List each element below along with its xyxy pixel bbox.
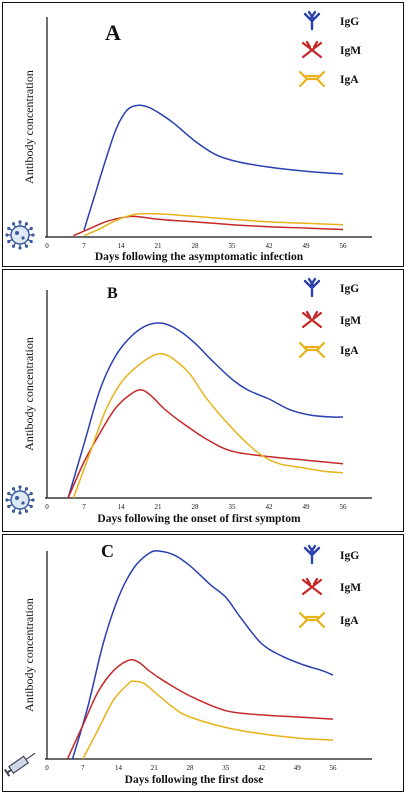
x-tick-label: 21: [151, 764, 159, 772]
x-tick-label: 28: [192, 242, 200, 250]
legend: IgG IgM IgA: [298, 544, 361, 629]
x-tick-label: 14: [118, 242, 126, 250]
panel-a: A Antibody concentration 0 7 14 21 28 35 42 49 56 D…: [2, 2, 404, 267]
iga-antibody-icon: [298, 341, 326, 359]
panel-letter: B: [107, 285, 118, 302]
x-tick-label: 14: [118, 503, 126, 511]
x-axis-label: Days following the onset of first sympto…: [97, 513, 301, 525]
legend-label: IgM: [340, 45, 361, 57]
legend-item-igm: IgM: [301, 40, 361, 59]
legend-item-igm: IgM: [301, 310, 361, 329]
x-tick-label: 49: [303, 242, 311, 250]
x-tick-label: 56: [340, 503, 348, 511]
x-tick-label: 14: [115, 764, 123, 772]
series-line-iga: [82, 680, 334, 760]
x-axis-label: Days following the first dose: [125, 774, 264, 786]
x-tick-label: 42: [266, 503, 274, 511]
x-tick-label: 49: [294, 764, 302, 772]
series-line-igg: [71, 550, 334, 760]
x-tick-label: 0: [45, 764, 49, 772]
series-line-iga: [83, 212, 344, 237]
iga-antibody-icon: [298, 611, 326, 629]
x-tick-label: 21: [155, 242, 163, 250]
legend-label: IgA: [340, 74, 359, 86]
panel-c: C Antibody concentration 0 7 14 21 28 35 42 49 56 D…: [2, 534, 404, 792]
x-tick-label: 35: [222, 764, 230, 772]
x-tick-label: 28: [192, 503, 200, 511]
series-line-iga: [72, 352, 344, 499]
syringe-icon: [3, 752, 36, 777]
panel-b: B Antibody concentration 0 7 14 21 28 35 42 49 56 D…: [2, 269, 404, 532]
igm-antibody-icon: [301, 577, 323, 596]
igm-antibody-icon: [301, 310, 323, 329]
legend-item-iga: IgA: [298, 70, 359, 88]
x-tick-label: 42: [258, 764, 266, 772]
igg-antibody-icon: [303, 10, 321, 31]
x-tick-label: 28: [187, 764, 195, 772]
igg-antibody-icon: [303, 544, 321, 565]
virus-icon: [5, 485, 35, 515]
y-axis-label: Antibody concentration: [22, 337, 36, 451]
legend-label: IgM: [340, 582, 361, 594]
legend-item-igg: IgG: [303, 10, 359, 31]
x-tick-label: 7: [82, 242, 86, 250]
x-tick-label: 7: [82, 503, 86, 511]
y-axis-label: Antibody concentration: [22, 70, 36, 184]
series-line-igm: [73, 215, 344, 237]
x-tick-label: 35: [229, 242, 237, 250]
chart-svg: B Antibody concentration 0 7 14 21 28 35 42 49 56 D…: [5, 277, 372, 525]
legend: IgG IgM IgA: [298, 277, 361, 359]
legend-item-igm: IgM: [301, 577, 361, 596]
y-axis-label: Antibody concentration: [22, 598, 36, 712]
x-tick-label: 42: [266, 242, 274, 250]
x-axis-label: Days following the asymptomatic infectio…: [95, 251, 304, 263]
legend-item-iga: IgA: [298, 341, 359, 359]
series-line-igg: [67, 322, 344, 499]
chart-svg: C Antibody concentration 0 7 14 21 28 35 42 49 56 D…: [3, 541, 372, 786]
legend-label: IgG: [340, 16, 359, 28]
legend: IgG IgM IgA: [298, 10, 361, 88]
legend-label: IgA: [340, 345, 359, 357]
legend-label: IgA: [340, 615, 359, 627]
x-tick-label: 49: [303, 503, 311, 511]
virus-icon: [5, 220, 35, 250]
legend-label: IgG: [340, 283, 359, 295]
series-line-igm: [66, 659, 334, 760]
series-line-igm: [67, 389, 344, 499]
iga-antibody-icon: [298, 70, 326, 88]
panel-letter: A: [105, 20, 121, 45]
legend-item-igg: IgG: [303, 544, 359, 565]
legend-item-iga: IgA: [298, 611, 359, 629]
x-tick-label: 21: [155, 503, 163, 511]
x-tick-label: 0: [45, 503, 49, 511]
panel-letter: C: [101, 541, 114, 561]
x-tick-label: 35: [229, 503, 237, 511]
igg-antibody-icon: [303, 277, 321, 298]
series-line-igg: [83, 104, 344, 231]
chart-svg: A Antibody concentration 0 7 14 21 28 35 42 49 56 D…: [5, 10, 372, 263]
x-tick-label: 56: [330, 764, 338, 772]
x-tick-label: 56: [340, 242, 348, 250]
x-tick-label: 7: [81, 764, 85, 772]
igm-antibody-icon: [301, 40, 323, 59]
legend-label: IgM: [340, 315, 361, 327]
legend-label: IgG: [340, 550, 359, 562]
legend-item-igg: IgG: [303, 277, 359, 298]
x-tick-label: 0: [45, 242, 49, 250]
